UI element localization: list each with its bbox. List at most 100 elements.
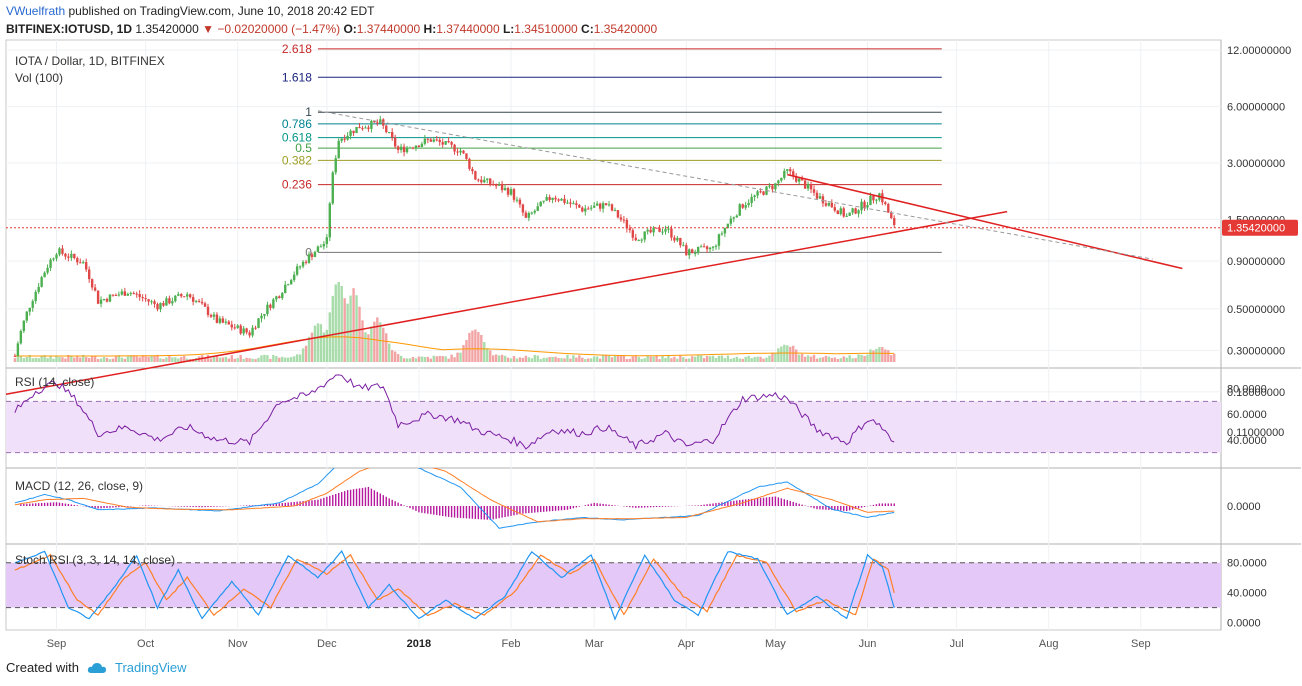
author-link[interactable]: VWuelfrath [6,4,66,18]
volume-bar [245,357,248,362]
volume-bar [598,358,602,362]
volume-bar [702,358,706,362]
volume-bar [625,359,629,362]
stoch-band [6,562,1221,608]
volume-bar [545,357,548,362]
candle-body [818,196,822,199]
volume-bar [735,356,738,362]
candle-body [789,169,792,172]
volume-bar [156,354,159,362]
volume-bar [242,358,245,362]
candle-body [545,197,548,201]
candle-body [295,266,299,275]
price-tick-label: 0.90000000 [1227,256,1285,268]
volume-bar [301,348,305,362]
rsi-tick-label: 80.0000 [1227,384,1267,396]
last-price: 1.35420000 [135,22,199,36]
volume-bar [426,356,430,362]
candle-body [224,321,228,323]
volume-bar [257,357,260,362]
candle-body [604,203,608,206]
volume-bar [512,356,516,362]
candle-body [682,245,685,247]
volume-bar [569,358,572,362]
volume-bar [289,357,293,362]
volume-bar [370,326,373,362]
candle-body [595,203,599,206]
volume-bar [613,355,617,362]
fib-level-label: 0.5 [295,141,312,155]
volume-bar [393,351,397,362]
candle-body [771,185,774,190]
support-trendline [5,210,1008,395]
candle-body [239,325,242,334]
candle-body [598,203,602,209]
candle-body [76,258,79,263]
volume-bar [857,354,860,362]
candle-body [786,169,789,171]
volume-bar [278,357,281,362]
candle-body [726,223,730,228]
candle-body [281,293,284,299]
volume-bar [227,358,230,362]
low-value: 1.34510000 [514,22,578,36]
candle-body [872,195,875,201]
candle-body [156,304,159,310]
candle-body [144,298,147,300]
candle-body [667,228,670,230]
candle-body [402,146,406,153]
stoch-k-line [14,550,895,621]
candle-body [408,147,412,149]
volume-bar [117,355,121,362]
candle-body [676,237,679,241]
fib-level-label: 2.618 [282,42,312,56]
volume-bar [518,357,522,362]
publish-info: VWuelfrath published on TradingView.com,… [6,4,374,18]
candle-body [334,158,337,173]
volume-bar [385,333,388,362]
candle-body [679,237,682,246]
candle-body [471,168,474,172]
trend-lines[interactable] [5,110,1221,395]
volume-bar [405,358,409,362]
volume-bar [890,355,893,362]
candle-body [236,325,239,328]
candle-body [177,294,180,296]
volume-bar [875,348,878,362]
candle-body [453,144,456,152]
volume-bar [789,346,792,362]
x-tick-label: Sep [47,638,67,650]
candle-body [477,179,480,181]
candle-body [474,171,477,180]
volume-bar [578,355,581,362]
candle-body [584,208,587,212]
volume-bar [352,288,355,362]
candle-body [578,204,581,208]
volume-bar [64,358,67,362]
candle-body [215,314,219,323]
tradingview-link[interactable]: TradingView [114,660,187,675]
candle-body [738,204,741,216]
ohlc-header: BITFINEX:IOTUSD, 1D 1.35420000 ▼ −0.0202… [6,22,657,36]
volume-bar [215,356,219,362]
candle-body [750,196,753,204]
candle-body [376,122,379,124]
candle-body [129,293,132,295]
candle-body [111,294,115,296]
candle-body [212,314,216,317]
published-text: published on TradingView.com, June 10, 2… [68,4,375,18]
candle-body [521,204,525,213]
volume-bar [738,358,741,362]
created-with-label: Created with [6,660,79,675]
down-arrow-icon: ▼ [202,22,214,36]
volume-bar [489,350,492,362]
volume-bar [429,358,433,362]
volume-bar [830,357,834,362]
volume-bar [263,354,266,362]
candle-body [533,210,536,213]
volume-bar [477,332,480,362]
candle-body [530,212,534,214]
volume-bar [367,334,370,362]
